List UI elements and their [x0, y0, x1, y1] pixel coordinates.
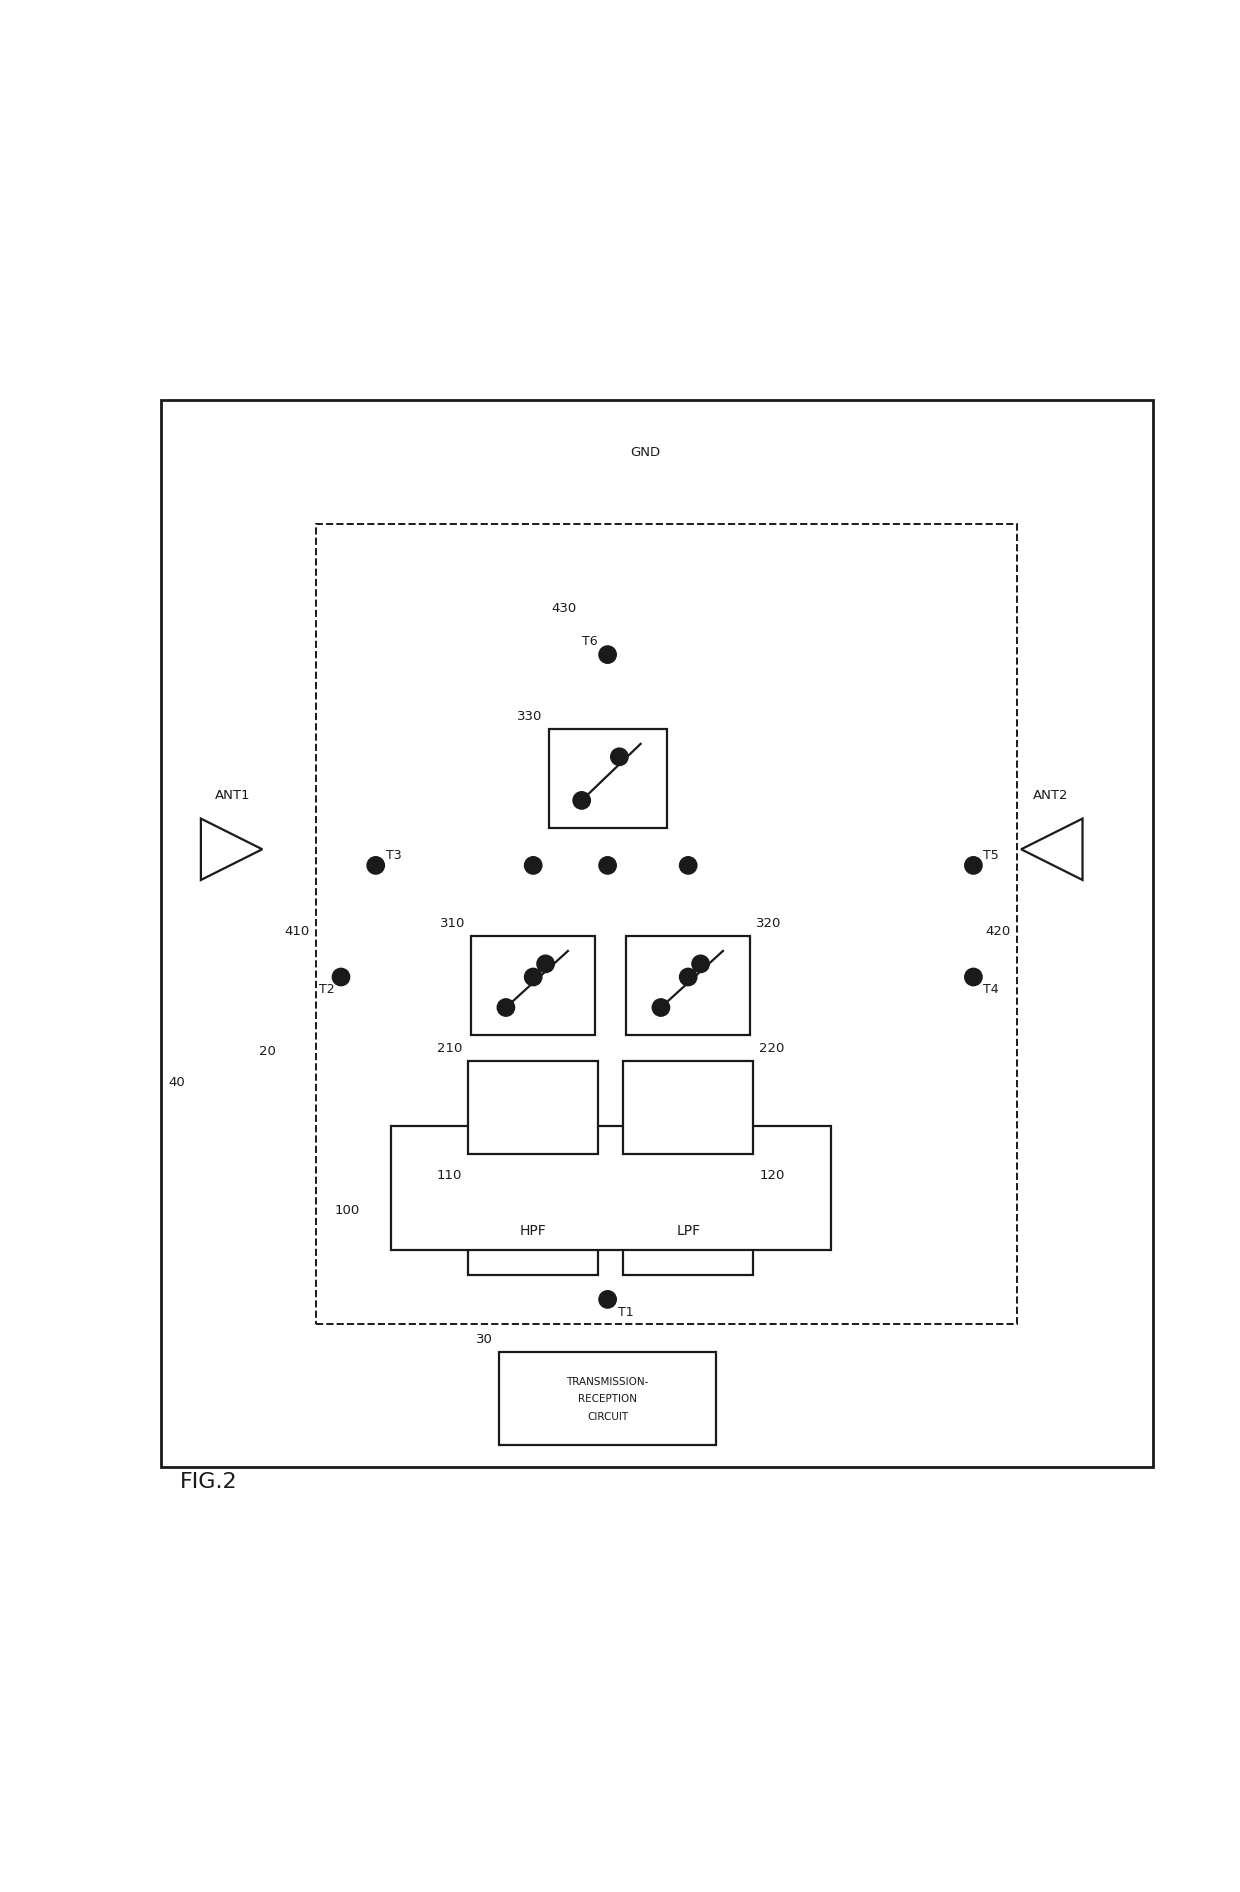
Text: T3: T3: [386, 850, 402, 861]
Circle shape: [537, 955, 554, 972]
Text: 430: 430: [552, 602, 577, 615]
Circle shape: [652, 999, 670, 1016]
Circle shape: [332, 969, 350, 986]
Text: 110: 110: [436, 1169, 461, 1182]
Text: LPF: LPF: [676, 1224, 701, 1237]
Circle shape: [599, 857, 616, 874]
Circle shape: [680, 969, 697, 986]
Circle shape: [497, 999, 515, 1016]
Bar: [624, 1188, 753, 1275]
Circle shape: [599, 1290, 616, 1307]
Text: 120: 120: [759, 1169, 785, 1182]
Text: 30: 30: [476, 1332, 492, 1345]
Text: 320: 320: [756, 918, 781, 929]
Text: HPF: HPF: [520, 1224, 547, 1237]
Text: 310: 310: [440, 918, 465, 929]
Bar: [391, 1126, 831, 1251]
Text: T2: T2: [319, 984, 335, 997]
Bar: [498, 1353, 715, 1445]
Circle shape: [599, 645, 616, 664]
Text: T1: T1: [618, 1305, 634, 1319]
Bar: [626, 937, 750, 1035]
Text: 20: 20: [259, 1044, 277, 1058]
Circle shape: [965, 857, 982, 874]
Circle shape: [965, 969, 982, 986]
Circle shape: [692, 955, 709, 972]
Bar: [469, 1061, 598, 1154]
Text: 210: 210: [436, 1041, 461, 1054]
Bar: [471, 937, 595, 1035]
Text: T5: T5: [983, 850, 999, 861]
Text: 410: 410: [285, 925, 310, 938]
Text: 220: 220: [759, 1041, 785, 1054]
Text: ANT2: ANT2: [1033, 789, 1069, 802]
Text: CIRCUIT: CIRCUIT: [587, 1411, 629, 1423]
Text: RECEPTION: RECEPTION: [578, 1394, 637, 1404]
Circle shape: [680, 857, 697, 874]
Circle shape: [573, 791, 590, 810]
Circle shape: [525, 969, 542, 986]
Circle shape: [525, 857, 542, 874]
Bar: [624, 1061, 753, 1154]
Bar: [316, 524, 1017, 1324]
Text: 40: 40: [169, 1077, 186, 1090]
Circle shape: [611, 747, 627, 766]
Text: T6: T6: [582, 636, 598, 649]
Text: GND: GND: [630, 447, 660, 460]
Text: 100: 100: [335, 1203, 360, 1217]
Text: ANT1: ANT1: [216, 789, 250, 802]
Text: 420: 420: [986, 925, 1011, 938]
Bar: [161, 401, 1153, 1466]
Text: TRANSMISSION-: TRANSMISSION-: [567, 1377, 649, 1387]
Bar: [549, 728, 667, 829]
Bar: [469, 1188, 598, 1275]
Text: FIG.2: FIG.2: [180, 1472, 237, 1491]
Circle shape: [367, 857, 384, 874]
Text: T4: T4: [983, 984, 999, 997]
Text: 330: 330: [517, 710, 543, 723]
